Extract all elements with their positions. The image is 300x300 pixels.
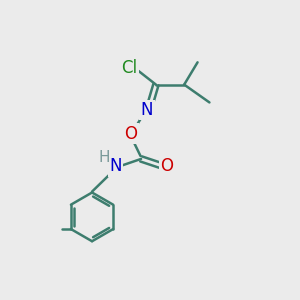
- Text: O: O: [124, 125, 137, 143]
- Text: N: N: [141, 101, 153, 119]
- Text: O: O: [160, 157, 173, 175]
- Text: H: H: [98, 150, 110, 165]
- Text: N: N: [110, 157, 122, 175]
- Text: Cl: Cl: [121, 59, 137, 77]
